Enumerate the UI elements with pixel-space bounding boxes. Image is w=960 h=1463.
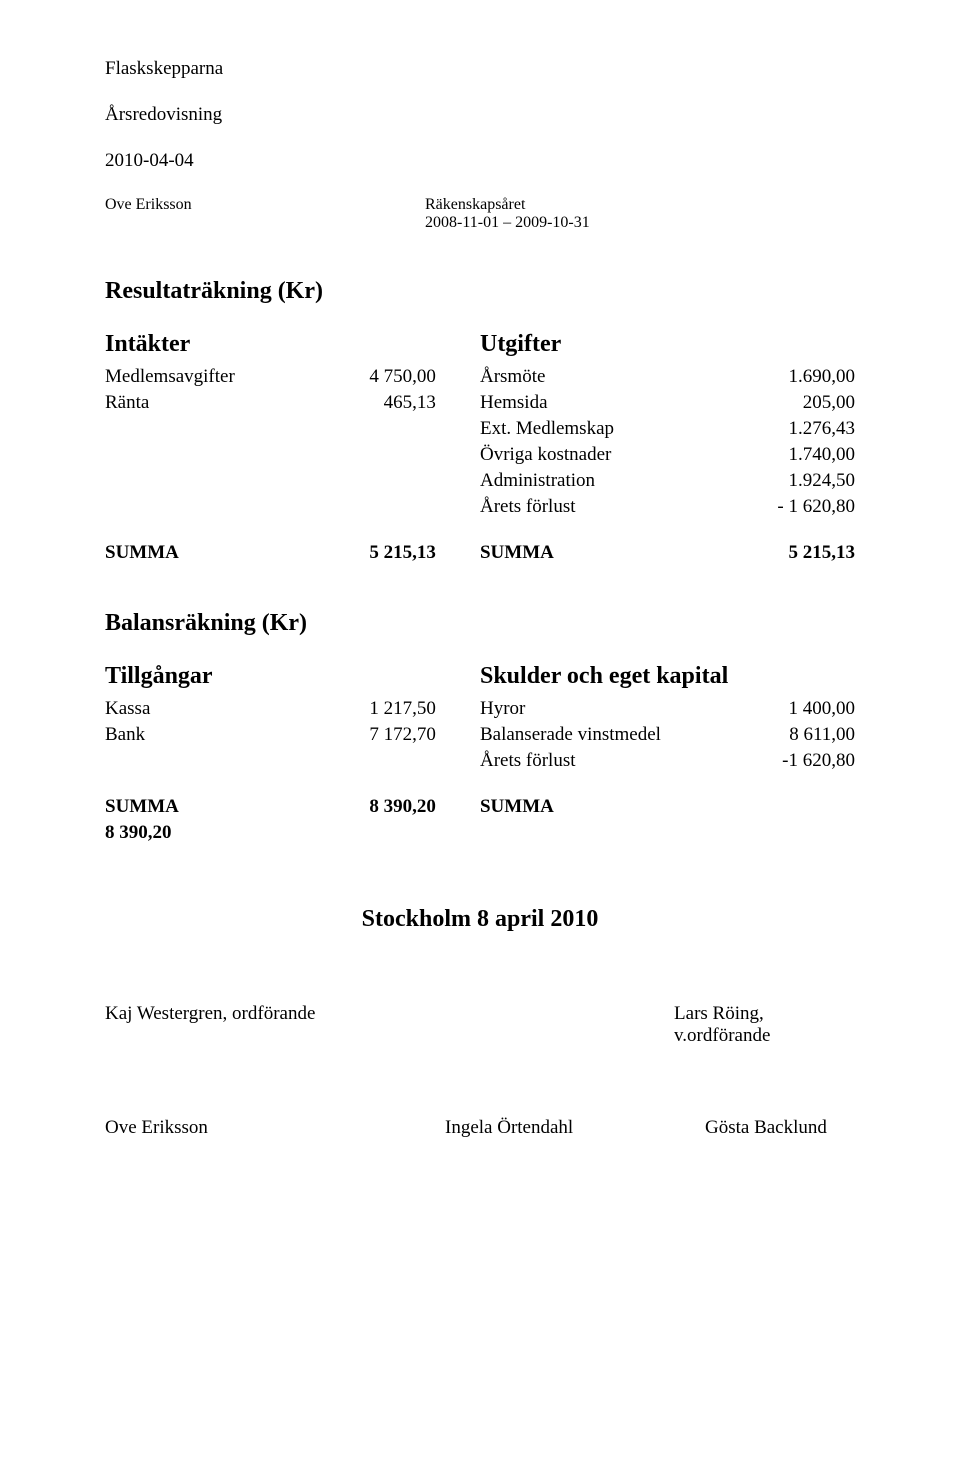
income-right-label: Årsmöte (480, 364, 723, 390)
signatory-5: Gösta Backlund (705, 1117, 827, 1139)
income-right-label: Administration (480, 468, 723, 494)
balance-sum-label-right: SUMMA (480, 774, 723, 820)
doc-type: Årsredovisning (105, 104, 855, 126)
signatory-4: Ingela Örtendahl (445, 1117, 705, 1139)
income-left-label: Medlemsavgifter (105, 364, 293, 390)
document-page: Flaskskepparna Årsredovisning 2010-04-04… (0, 0, 960, 1463)
author-period-line: Ove Eriksson Räkenskapsåret 2008-11-01 –… (105, 196, 855, 232)
income-sum-right: 5 215,13 (723, 520, 855, 566)
signature-row-1: Kaj Westergren, ordförande Lars Röing, v… (105, 1003, 855, 1047)
doc-date: 2010-04-04 (105, 150, 855, 172)
balance-left-label: Bank (105, 722, 293, 748)
income-right-value: 1.740,00 (723, 442, 855, 468)
balance-right-value: 8 611,00 (723, 722, 855, 748)
author-name: Ove Eriksson (105, 196, 425, 232)
income-right-value: 205,00 (723, 390, 855, 416)
period-block: Räkenskapsåret 2008-11-01 – 2009-10-31 (425, 196, 590, 232)
signature-row-2: Ove Eriksson Ingela Örtendahl Gösta Back… (105, 1117, 855, 1139)
balance-sum-label-left: SUMMA (105, 774, 293, 820)
income-right-label: Årets förlust (480, 494, 723, 520)
balance-left-label: Kassa (105, 696, 293, 722)
income-right-value: 1.690,00 (723, 364, 855, 390)
city-date-line: Stockholm 8 april 2010 (105, 906, 855, 933)
income-right-label: Ext. Medlemskap (480, 416, 723, 442)
income-right-value: 1.924,50 (723, 468, 855, 494)
income-left-header: Intäkter (105, 329, 293, 364)
income-left-label: Ränta (105, 390, 293, 416)
balance-right-value: -1 620,80 (723, 748, 855, 774)
income-title: Resultaträkning (Kr) (105, 278, 855, 305)
income-right-value: - 1 620,80 (723, 494, 855, 520)
balance-sum-left-wrap: 8 390,20 (105, 820, 293, 846)
balance-left-header: Tillgångar (105, 661, 293, 696)
balance-title: Balansräkning (Kr) (105, 610, 855, 637)
document-header: Flaskskepparna Årsredovisning 2010-04-04… (105, 58, 855, 232)
income-sum-label-right: SUMMA (480, 520, 723, 566)
balance-sum-left: 8 390,20 (293, 774, 436, 820)
income-table: Intäkter Utgifter Medlemsavgifter 4 750,… (105, 329, 855, 566)
income-sum-label-left: SUMMA (105, 520, 293, 566)
signatory-chair: Kaj Westergren, ordförande (105, 1003, 427, 1047)
balance-left-value: 1 217,50 (293, 696, 436, 722)
balance-right-value: 1 400,00 (723, 696, 855, 722)
income-right-value: 1.276,43 (723, 416, 855, 442)
income-left-value: 4 750,00 (293, 364, 436, 390)
balance-table: Tillgångar Skulder och eget kapital Kass… (105, 661, 855, 846)
balance-right-label: Balanserade vinstmedel (480, 722, 723, 748)
income-right-label: Hemsida (480, 390, 723, 416)
income-right-label: Övriga kostnader (480, 442, 723, 468)
balance-right-label: Årets förlust (480, 748, 723, 774)
balance-right-label: Hyror (480, 696, 723, 722)
balance-left-value: 7 172,70 (293, 722, 436, 748)
org-name: Flaskskepparna (105, 58, 855, 80)
period-label: Räkenskapsåret (425, 196, 590, 214)
signatory-3: Ove Eriksson (105, 1117, 445, 1139)
income-left-value: 465,13 (293, 390, 436, 416)
income-right-header: Utgifter (480, 329, 723, 364)
period-range: 2008-11-01 – 2009-10-31 (425, 214, 590, 232)
signatory-vice-chair: Lars Röing, v.ordförande (674, 1003, 855, 1047)
income-sum-left: 5 215,13 (293, 520, 436, 566)
balance-right-header: Skulder och eget kapital (480, 661, 855, 696)
